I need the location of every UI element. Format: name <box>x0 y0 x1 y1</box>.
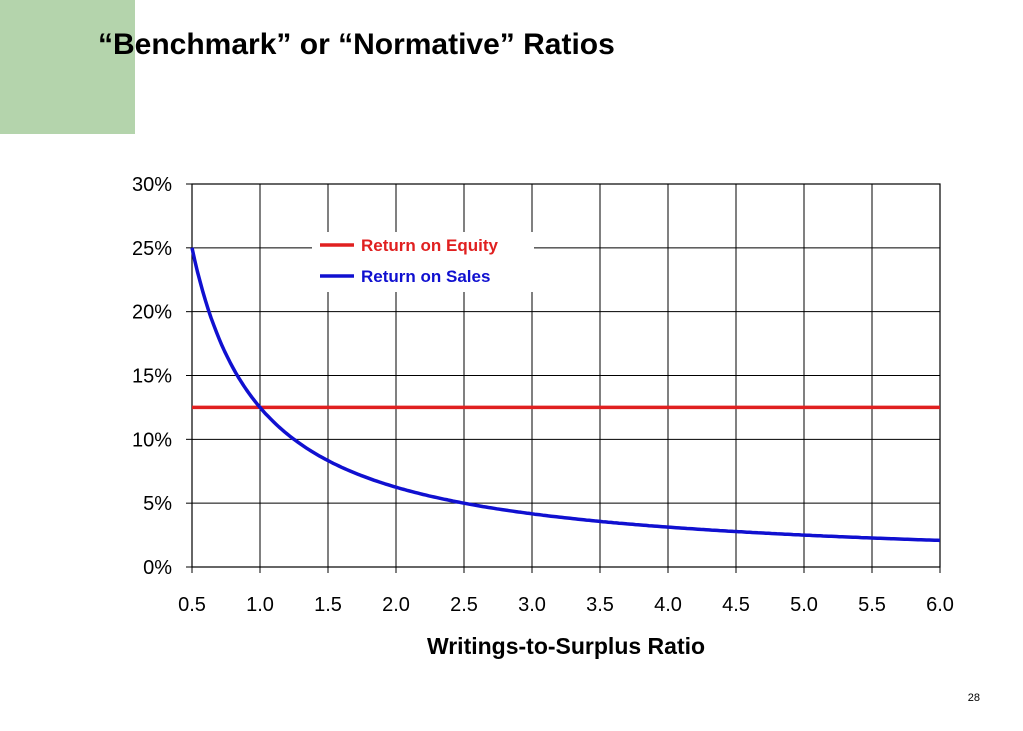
x-tick-label: 3.5 <box>586 594 614 616</box>
x-tick-label: 2.5 <box>450 594 478 616</box>
legend-label: Return on Sales <box>361 267 490 286</box>
x-tick-label: 5.5 <box>858 594 886 616</box>
legend-label: Return on Equity <box>361 236 498 255</box>
y-tick-label: 5% <box>143 493 172 515</box>
y-tick-label: 25% <box>132 238 172 260</box>
legend-box <box>312 232 534 292</box>
y-tick-label: 20% <box>132 302 172 324</box>
legend: Return on Equity Return on Sales <box>312 232 534 292</box>
x-tick-label: 3.0 <box>518 594 546 616</box>
y-tick-label: 10% <box>132 429 172 451</box>
series-line-return-on-sales <box>190 247 941 543</box>
axis-ticks: 0.5 1.0 1.5 2.0 2.5 3.0 3.5 4.0 4.5 5.0 5.5 6.0 0% 5%… <box>132 174 954 616</box>
x-axis-title: Writings-to-Surplus Ratio <box>427 633 705 659</box>
gridlines <box>191 183 941 568</box>
y-tick-label: 30% <box>132 174 172 196</box>
y-tick-label: 15% <box>132 366 172 388</box>
x-tick-label: 1.0 <box>246 594 274 616</box>
x-tick-label: 6.0 <box>926 594 954 616</box>
y-tick-label: 0% <box>143 557 172 579</box>
x-tick-label: 2.0 <box>382 594 410 616</box>
series-lines <box>190 247 941 543</box>
slide-title: “Benchmark” or “Normative” Ratios <box>98 28 615 61</box>
x-tick-label: 5.0 <box>790 594 818 616</box>
x-tick-label: 4.0 <box>654 594 682 616</box>
x-tick-label: 0.5 <box>178 594 206 616</box>
accent-block <box>0 0 135 134</box>
x-tick-label: 1.5 <box>314 594 342 616</box>
x-tick-label: 4.5 <box>722 594 750 616</box>
page-number: 28 <box>967 692 980 704</box>
